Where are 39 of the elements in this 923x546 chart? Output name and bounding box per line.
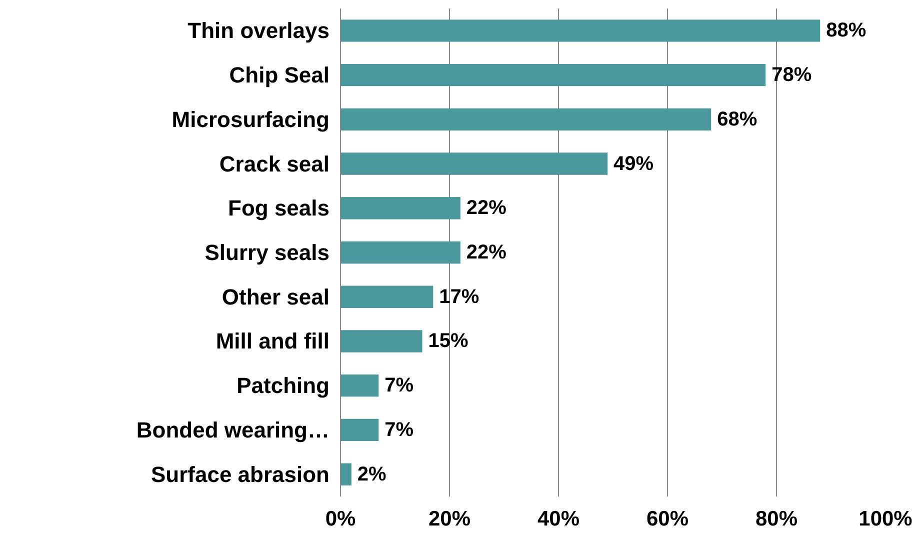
y-tick-label: Slurry seals [204, 240, 330, 265]
bar [340, 197, 460, 220]
y-tick-label: Bonded wearing… [136, 417, 330, 442]
bar [340, 463, 352, 486]
bar [340, 152, 608, 175]
x-tick-label: 60% [646, 508, 689, 530]
y-tick-label: Patching [236, 373, 330, 398]
bar [340, 330, 422, 352]
bar [340, 241, 460, 264]
y-tick-label: Surface abrasion [150, 462, 330, 487]
bar [340, 374, 379, 397]
data-label: 2% [357, 463, 387, 486]
y-tick-label: Microsurfacing [172, 106, 330, 132]
data-label: 15% [428, 330, 468, 352]
data-label: 7% [384, 374, 414, 397]
data-label: 17% [439, 286, 480, 308]
y-tick-label: Chip Seal [229, 62, 330, 88]
x-tick-label: 40% [537, 508, 580, 530]
x-tick-label: 80% [755, 508, 798, 530]
data-label: 22% [466, 197, 507, 220]
data-label: 88% [826, 20, 866, 42]
y-tick-label: Fog seals [228, 196, 330, 221]
x-tick-label: 0% [325, 508, 356, 530]
y-tick-label: Mill and fill [216, 328, 330, 354]
data-label: 68% [717, 108, 758, 130]
data-label: 7% [384, 418, 414, 441]
bar [340, 418, 379, 442]
bar [340, 108, 712, 130]
data-label: 22% [466, 242, 507, 264]
bar [340, 64, 766, 86]
y-tick-label: Other seal [222, 284, 330, 310]
data-label: 78% [772, 64, 812, 86]
x-tick-label: 20% [428, 508, 471, 530]
y-tick-label: Thin overlays [188, 18, 330, 44]
bar [340, 286, 434, 308]
data-label: 49% [614, 152, 654, 175]
x-tick-label: 100% [858, 508, 913, 530]
y-tick-label: Crack seal [219, 151, 330, 176]
bar [340, 20, 820, 42]
